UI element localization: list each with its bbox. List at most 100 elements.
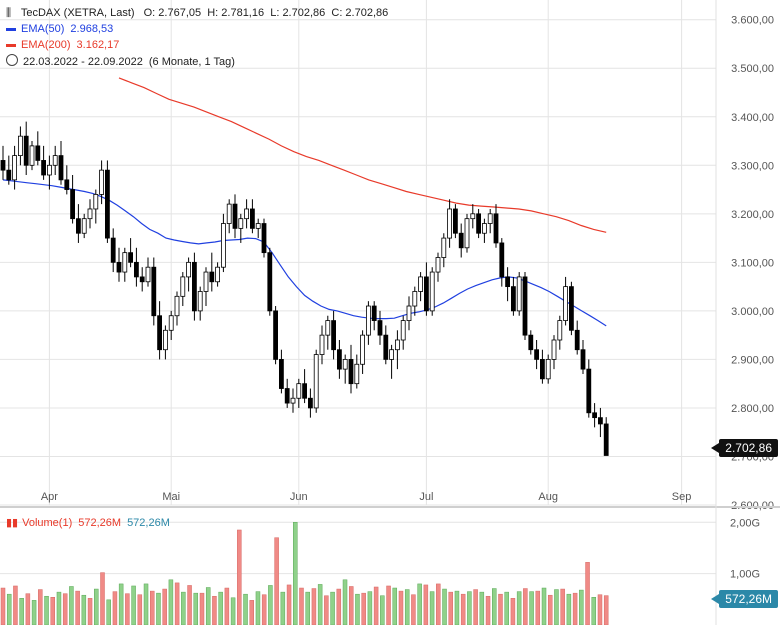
candle-body <box>412 291 418 307</box>
candle-body <box>569 286 574 331</box>
volume-bar <box>516 591 522 625</box>
volume-bar <box>411 594 416 625</box>
candle-body <box>93 194 99 210</box>
candles-group <box>0 121 609 456</box>
volume-bar <box>199 592 205 625</box>
candle-body <box>29 145 35 166</box>
volume-tick-label: 2,00G <box>730 517 760 529</box>
volume-bar <box>330 591 335 625</box>
volume-bar <box>50 597 55 625</box>
volume-legend[interactable]: ▮▮ Volume(1) 572,26M 572,26M <box>6 516 170 530</box>
candle-body <box>336 349 342 370</box>
volume-bar <box>212 595 217 625</box>
candle-body <box>52 155 58 166</box>
candle-body <box>87 208 93 220</box>
volume-bar <box>529 591 534 625</box>
ema200-line-group <box>118 77 607 233</box>
volume-bar <box>44 595 49 625</box>
volume-bar <box>535 590 541 625</box>
candle-body <box>423 276 429 312</box>
volume-bar <box>342 579 348 625</box>
ema200-legend[interactable]: EMA(200) 3.162,17 <box>6 38 119 52</box>
candle-body <box>17 135 23 156</box>
candle-body <box>394 339 400 351</box>
candle-body <box>249 208 255 229</box>
candle-body <box>226 203 232 224</box>
price-tick-label: 3.300,00 <box>731 160 774 172</box>
volume-tick-label: 1,00G <box>730 569 760 581</box>
candle-body <box>319 334 325 355</box>
candle-body <box>528 334 534 351</box>
candle-body <box>354 363 360 385</box>
volume-bar <box>479 591 485 625</box>
volume-bar <box>280 591 286 625</box>
volume-bar <box>386 585 391 625</box>
time-tick-label: Sep <box>672 491 692 503</box>
volume-bar <box>448 591 453 625</box>
candle-body <box>180 276 186 297</box>
candle-body <box>99 169 104 195</box>
price-tick-label: 3.600,00 <box>731 15 774 27</box>
volume-bar <box>255 591 261 625</box>
volume-bar <box>13 585 18 625</box>
volume-bar <box>168 579 174 625</box>
volume-bar <box>603 595 609 625</box>
candle-body <box>133 261 139 278</box>
candle-body <box>441 237 447 258</box>
candle-body <box>487 213 493 224</box>
candle-body <box>522 276 528 336</box>
volume-bar <box>143 583 149 625</box>
volume-bar <box>118 583 124 625</box>
volume-bar <box>492 588 497 625</box>
candle-body <box>255 223 261 229</box>
volume-bar <box>597 594 603 625</box>
date-range[interactable]: 22.03.2022 - 22.09.2022 (6 Monate, 1 Tag) <box>6 54 235 69</box>
candle-body <box>122 252 128 273</box>
candle-body <box>598 417 603 425</box>
date-range-text: 22.03.2022 - 22.09.2022 <box>23 56 143 68</box>
header-legend: ⫼ TecDAX (XETRA, Last) O: 2.767,05 H: 2.… <box>6 6 388 20</box>
price-tick-label: 3.400,00 <box>731 112 774 124</box>
volume-bar <box>137 594 143 625</box>
candle-body <box>267 252 273 312</box>
volume-bar <box>230 597 236 625</box>
candle-body <box>603 423 609 456</box>
volume-bar <box>305 591 310 625</box>
volume-bar <box>355 593 360 625</box>
candle-body <box>429 271 435 312</box>
candle-body <box>348 359 354 385</box>
ema50-legend[interactable]: EMA(50) 2.968,53 <box>6 22 113 36</box>
volume-bar <box>205 587 211 625</box>
volume-bar <box>224 587 230 625</box>
candle-body <box>505 276 511 288</box>
volume-bar <box>38 589 43 625</box>
volume-bar <box>19 598 24 625</box>
time-tick-label: Apr <box>41 491 58 503</box>
candle-body <box>452 208 458 234</box>
volume-bar <box>181 591 186 625</box>
candle-body <box>232 203 238 229</box>
volume-bars-group <box>0 522 609 625</box>
volume-bar <box>361 592 366 625</box>
price-tick-label: 3.000,00 <box>731 306 774 318</box>
candle-body <box>574 329 580 351</box>
volume-bar <box>498 593 503 625</box>
candle-body <box>296 383 302 399</box>
volume-bar <box>274 537 279 625</box>
volume-bar <box>373 586 379 625</box>
candle-body <box>162 329 168 351</box>
volume-bar <box>566 593 572 625</box>
volume-bars-icon: ▮▮ <box>6 517 19 529</box>
volume-bar <box>156 592 161 625</box>
candle-body <box>365 305 371 336</box>
volume-bar <box>591 597 597 625</box>
volume-bar <box>485 595 491 625</box>
price-tick-label: 2.800,00 <box>731 403 774 415</box>
candle-body <box>342 359 348 370</box>
candle-body <box>105 169 110 239</box>
candle-body <box>215 266 221 283</box>
volume-bar <box>261 594 267 625</box>
price-tick-label: 2.900,00 <box>731 354 774 366</box>
volume-bar <box>249 600 254 625</box>
